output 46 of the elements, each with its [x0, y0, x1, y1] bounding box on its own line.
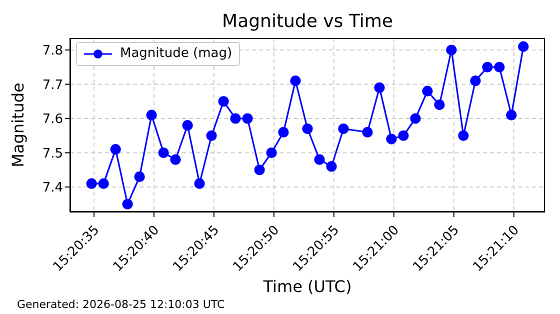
point	[86, 178, 97, 189]
y-tick-label: 7.4	[42, 180, 63, 196]
point	[230, 113, 241, 124]
point	[158, 147, 169, 158]
y-tick-label: 7.6	[42, 112, 63, 128]
point	[134, 171, 145, 182]
point	[194, 178, 205, 189]
point	[170, 154, 181, 165]
point	[326, 161, 337, 172]
chart-title: Magnitude vs Time	[221, 11, 394, 32]
point	[410, 113, 421, 124]
point	[182, 120, 193, 131]
point	[506, 110, 517, 120]
y-tick-label: 7.7	[42, 78, 63, 93]
point	[362, 126, 373, 138]
point	[398, 130, 409, 141]
point	[266, 147, 277, 158]
y-tick-label: 7.8	[42, 44, 63, 59]
point	[494, 62, 505, 72]
point	[386, 134, 397, 144]
point	[458, 130, 469, 141]
point	[470, 76, 481, 86]
point	[314, 154, 325, 165]
point	[278, 126, 289, 138]
point	[110, 144, 121, 155]
point	[338, 123, 349, 134]
point	[218, 96, 229, 107]
point	[206, 130, 217, 141]
point	[374, 82, 385, 93]
point	[254, 164, 265, 176]
x-axis-title: Time (UTC)	[262, 277, 352, 296]
point	[446, 44, 457, 56]
point	[290, 76, 301, 86]
point	[434, 99, 445, 110]
point	[518, 41, 529, 52]
text: Generated: 2026-08-25 12:10:03 UTC	[17, 298, 225, 311]
point	[242, 113, 253, 124]
point	[482, 62, 493, 72]
legend-label: Magnitude (mag)	[120, 45, 232, 63]
point	[422, 86, 433, 96]
point	[122, 198, 133, 210]
point	[98, 178, 109, 189]
y-axis-title: Magnitude	[8, 82, 28, 168]
y-tick-label: 7.5	[42, 146, 63, 162]
point	[146, 110, 157, 120]
point	[302, 123, 313, 134]
